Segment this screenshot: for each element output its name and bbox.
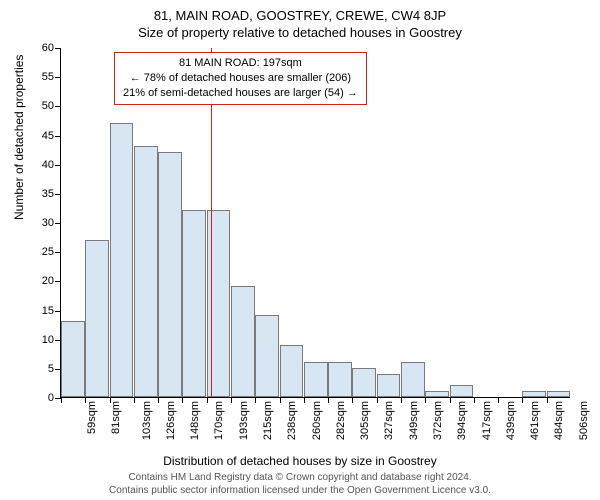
- y-tick-label: 15: [26, 305, 54, 317]
- y-tick-label: 55: [26, 71, 54, 83]
- y-tick-label: 60: [26, 42, 54, 54]
- y-axis-title: Number of detached properties: [12, 55, 26, 220]
- y-tick: [55, 223, 61, 224]
- histogram-bar: [61, 321, 85, 397]
- histogram-bar: [401, 362, 425, 397]
- x-tick: [425, 397, 426, 403]
- y-tick: [55, 77, 61, 78]
- histogram-bar: [280, 345, 304, 398]
- histogram-bar: [522, 391, 546, 397]
- y-tick-label: 30: [26, 217, 54, 229]
- y-tick: [55, 48, 61, 49]
- histogram-bar: [110, 123, 134, 397]
- info-line-2: ← 78% of detached houses are smaller (20…: [123, 71, 358, 86]
- x-tick-label: 126sqm: [165, 401, 177, 440]
- x-tick-label: 461sqm: [529, 401, 541, 440]
- x-tick: [450, 397, 451, 403]
- x-tick-label: 238sqm: [286, 401, 298, 440]
- x-tick: [498, 397, 499, 403]
- x-tick: [231, 397, 232, 403]
- footer-line-2: Contains public sector information licen…: [0, 484, 600, 497]
- x-tick-label: 305sqm: [359, 401, 371, 440]
- y-tick-label: 35: [26, 188, 54, 200]
- x-tick: [280, 397, 281, 403]
- y-tick-label: 40: [26, 159, 54, 171]
- x-tick-label: 439sqm: [505, 401, 517, 440]
- histogram-bar: [255, 315, 279, 397]
- footer-line-1: Contains HM Land Registry data © Crown c…: [0, 471, 600, 484]
- y-tick-label: 25: [26, 246, 54, 258]
- x-tick: [474, 397, 475, 403]
- y-tick: [55, 252, 61, 253]
- histogram-bar: [158, 152, 182, 397]
- x-tick: [207, 397, 208, 403]
- y-tick: [55, 136, 61, 137]
- y-tick-label: 5: [26, 363, 54, 375]
- histogram-bar: [134, 146, 158, 397]
- x-tick-label: 394sqm: [456, 401, 468, 440]
- y-tick: [55, 106, 61, 107]
- histogram-bar: [352, 368, 376, 397]
- x-tick: [110, 397, 111, 403]
- y-tick: [55, 165, 61, 166]
- x-tick: [352, 397, 353, 403]
- x-tick-label: 327sqm: [384, 401, 396, 440]
- histogram-bar: [425, 391, 449, 397]
- y-tick-label: 20: [26, 275, 54, 287]
- y-tick: [55, 311, 61, 312]
- x-tick: [522, 397, 523, 403]
- y-tick-label: 10: [26, 334, 54, 346]
- histogram-bar: [85, 240, 109, 398]
- x-tick-label: 484sqm: [554, 401, 566, 440]
- y-tick-label: 50: [26, 100, 54, 112]
- x-tick: [304, 397, 305, 403]
- x-tick-label: 193sqm: [238, 401, 250, 440]
- y-tick: [55, 281, 61, 282]
- x-tick: [134, 397, 135, 403]
- x-tick: [547, 397, 548, 403]
- x-tick-label: 260sqm: [311, 401, 323, 440]
- x-axis-title: Distribution of detached houses by size …: [0, 454, 600, 468]
- x-tick: [328, 397, 329, 403]
- footer-attribution: Contains HM Land Registry data © Crown c…: [0, 471, 600, 497]
- page-title-address: 81, MAIN ROAD, GOOSTREY, CREWE, CW4 8JP: [0, 0, 600, 23]
- x-tick-label: 148sqm: [189, 401, 201, 440]
- x-tick-label: 417sqm: [481, 401, 493, 440]
- histogram-bar: [450, 385, 474, 397]
- x-tick: [85, 397, 86, 403]
- histogram-bar: [231, 286, 255, 397]
- x-tick: [401, 397, 402, 403]
- page-subtitle: Size of property relative to detached ho…: [0, 23, 600, 44]
- x-tick-label: 170sqm: [214, 401, 226, 440]
- histogram-bar: [304, 362, 328, 397]
- y-tick: [55, 194, 61, 195]
- x-tick-label: 282sqm: [335, 401, 347, 440]
- histogram-bar: [182, 210, 206, 397]
- x-tick-label: 81sqm: [110, 401, 122, 434]
- y-tick-label: 45: [26, 130, 54, 142]
- x-tick: [61, 397, 62, 403]
- x-tick: [255, 397, 256, 403]
- info-line-1: 81 MAIN ROAD: 197sqm: [123, 56, 358, 71]
- histogram-bar: [377, 374, 401, 397]
- x-tick-label: 59sqm: [86, 401, 98, 434]
- x-tick-label: 506sqm: [578, 401, 590, 440]
- y-tick-label: 0: [26, 392, 54, 404]
- info-line-3: 21% of semi-detached houses are larger (…: [123, 86, 358, 101]
- histogram-bar: [328, 362, 352, 397]
- x-tick-label: 215sqm: [262, 401, 274, 440]
- x-tick: [377, 397, 378, 403]
- x-tick-label: 349sqm: [408, 401, 420, 440]
- reference-info-box: 81 MAIN ROAD: 197sqm ← 78% of detached h…: [114, 52, 367, 105]
- x-tick-label: 372sqm: [432, 401, 444, 440]
- x-tick: [158, 397, 159, 403]
- histogram-chart: 05101520253035404550556059sqm81sqm103sqm…: [60, 48, 570, 398]
- x-tick-label: 103sqm: [141, 401, 153, 440]
- histogram-bar: [547, 391, 571, 397]
- x-tick: [182, 397, 183, 403]
